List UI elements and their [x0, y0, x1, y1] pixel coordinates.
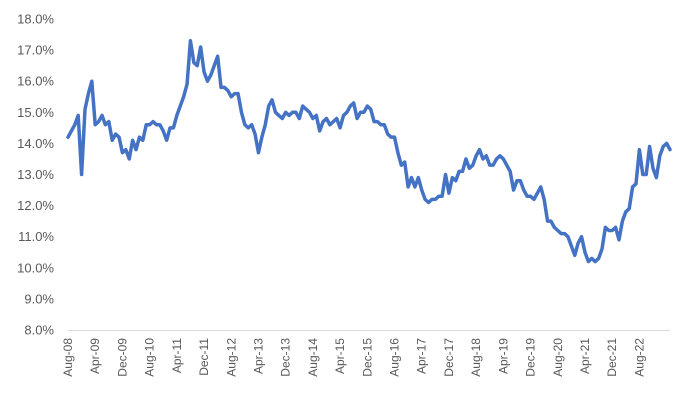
y-axis: 8.0% 9.0% 10.0% 11.0% 12.0% 13.0% 14.0% 15.0% 16…	[17, 12, 54, 338]
y-tick-label: 8.0%	[24, 323, 54, 338]
y-tick-label: 16.0%	[17, 74, 54, 89]
x-tick-label: Aug-08	[61, 338, 75, 377]
y-tick-label: 18.0%	[17, 12, 54, 27]
x-tick-label: Apr-21	[578, 338, 592, 374]
y-tick-label: 15.0%	[17, 105, 54, 120]
x-tick-label: Dec-09	[115, 338, 129, 377]
x-tick-label: Apr-11	[170, 338, 184, 373]
x-tick-label: Apr-13	[251, 338, 265, 374]
x-tick-label: Apr-15	[333, 338, 347, 374]
x-tick-label: Apr-19	[496, 338, 510, 374]
x-tick-label: Aug-16	[388, 338, 402, 377]
y-tick-label: 17.0%	[17, 43, 54, 58]
x-tick-label: Aug-20	[551, 338, 565, 377]
x-axis: Aug-08 Apr-09 Dec-09 Aug-10 Apr-11 Dec-11 Aug-…	[61, 338, 646, 377]
y-tick-label: 12.0%	[17, 198, 54, 213]
x-tick-label: Aug-18	[469, 338, 483, 377]
x-tick-label: Dec-19	[524, 338, 538, 377]
x-tick-label: Aug-12	[224, 338, 238, 377]
x-tick-label: Dec-21	[605, 338, 619, 377]
y-tick-label: 10.0%	[17, 260, 54, 275]
x-tick-label: Dec-17	[442, 338, 456, 377]
y-tick-label: 13.0%	[17, 167, 54, 182]
x-tick-label: Apr-17	[415, 338, 429, 374]
x-tick-label: Aug-10	[143, 338, 157, 377]
x-tick-label: Apr-09	[88, 338, 102, 374]
x-tick-label: Dec-15	[360, 338, 374, 377]
plot-area	[66, 39, 672, 264]
x-tick-label: Aug-14	[306, 338, 320, 377]
y-tick-label: 9.0%	[24, 291, 54, 306]
x-tick-label: Dec-11	[197, 338, 211, 376]
series-line	[66, 39, 672, 264]
x-tick-label: Aug-22	[632, 338, 646, 377]
y-tick-label: 11.0%	[18, 229, 54, 244]
x-tick-label: Dec-13	[279, 338, 293, 377]
y-tick-label: 14.0%	[17, 136, 54, 151]
